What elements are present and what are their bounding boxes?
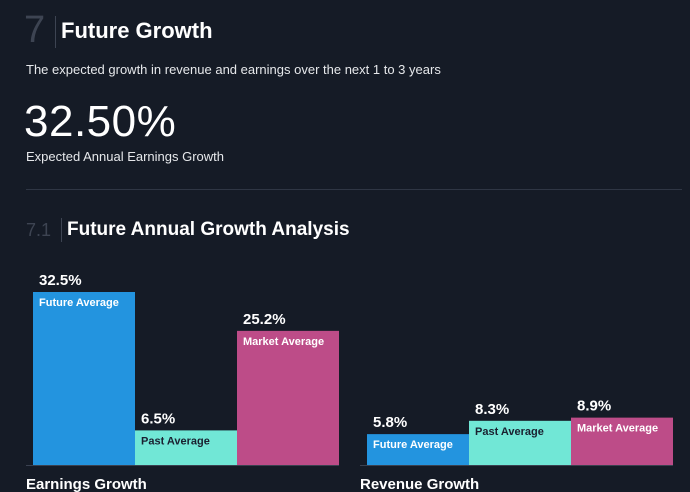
revenue-growth-bar-future-average <box>367 434 469 465</box>
section-divider <box>55 16 56 48</box>
revenue-growth-bar-past-average <box>469 420 571 465</box>
revenue-growth-bar-market-average <box>571 417 673 465</box>
revenue-growth-chart-title: Revenue Growth <box>360 476 479 492</box>
earnings-growth-value-label-future-average: 32.5% <box>39 272 82 289</box>
earnings-growth-category-label-future-average: Future Average <box>39 297 119 309</box>
headline-value: 32.50% <box>24 97 177 146</box>
earnings-growth-value-label-past-average: 6.5% <box>141 410 175 427</box>
earnings-growth-value-label-market-average: 25.2% <box>243 311 286 328</box>
revenue-growth-category-label-past-average: Past Average <box>475 426 544 438</box>
subsection-number: 7.1 <box>26 220 52 240</box>
subsection-title: Future Annual Growth Analysis <box>67 219 350 240</box>
earnings-growth-bar-past-average <box>135 430 237 465</box>
earnings-growth-bar-market-average <box>237 330 339 465</box>
revenue-growth-category-label-future-average: Future Average <box>373 439 453 451</box>
revenue-growth-value-label-future-average: 5.8% <box>373 414 407 431</box>
revenue-growth-value-label-past-average: 8.3% <box>475 401 509 418</box>
revenue-growth-category-label-market-average: Market Average <box>577 423 658 435</box>
section-separator <box>26 189 682 190</box>
earnings-growth-chart-title: Earnings Growth <box>26 476 147 492</box>
earnings-growth-bar-future-average <box>33 292 135 465</box>
earnings-growth-category-label-past-average: Past Average <box>141 435 210 447</box>
section-number: 7 <box>24 9 46 51</box>
headline-caption: Expected Annual Earnings Growth <box>26 149 225 164</box>
earnings-growth-category-label-market-average: Market Average <box>243 336 324 348</box>
section-subtitle: The expected growth in revenue and earni… <box>26 62 441 77</box>
revenue-growth-value-label-market-average: 8.9% <box>577 398 611 415</box>
section-title: Future Growth <box>61 18 213 43</box>
subsection-divider <box>61 218 62 242</box>
